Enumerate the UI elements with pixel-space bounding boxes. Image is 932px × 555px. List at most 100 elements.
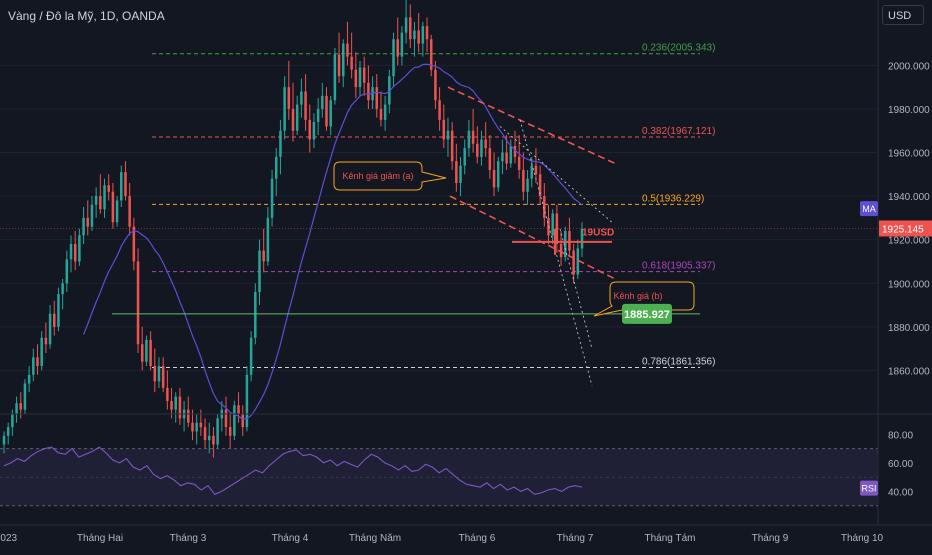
support-tag-label: 1885.927 — [624, 309, 670, 321]
candle-body — [455, 161, 458, 184]
candle-body — [325, 95, 328, 127]
candle-body — [358, 67, 362, 88]
candle-body — [187, 409, 190, 423]
candle-body — [375, 87, 379, 109]
candle-body — [115, 200, 119, 223]
candle-body — [157, 366, 161, 382]
candle-body — [367, 82, 370, 101]
candle-body — [509, 145, 513, 164]
candle-body — [212, 435, 215, 445]
currency-button[interactable]: USD — [882, 5, 924, 25]
time-tick-label: Tháng Hai — [77, 533, 123, 544]
price-tick-label: 1960.000 — [888, 149, 930, 160]
candle-body — [48, 313, 52, 345]
last-price-badge — [879, 220, 932, 237]
price-tick-label: 1940.000 — [888, 192, 930, 203]
candle-body — [300, 91, 303, 105]
candle-body — [124, 172, 127, 197]
candle-body — [568, 230, 571, 251]
candle-body — [396, 39, 399, 57]
price-tick-label: 1920.000 — [888, 236, 930, 247]
candle-body — [467, 130, 471, 149]
candle-body — [136, 261, 140, 345]
symbol-title: Vàng / Đô la Mỹ, 1D, OANDA — [8, 9, 165, 23]
channel-a-upper — [447, 86, 616, 165]
candle-body — [530, 165, 533, 179]
time-tick-label: Tháng 6 — [459, 533, 496, 544]
candle-body — [241, 414, 244, 428]
rsi-badge — [860, 480, 878, 496]
candle-body — [576, 248, 580, 275]
candle-body — [86, 217, 90, 227]
candle-body — [149, 339, 152, 367]
candle-body — [484, 139, 487, 149]
candle-body — [421, 26, 425, 44]
rsi-tick-label: 40.00 — [888, 487, 913, 498]
candle-body — [40, 337, 43, 367]
candle-body — [538, 174, 542, 197]
candle-body — [233, 405, 236, 436]
candle-body — [392, 39, 395, 77]
rsi-tick-label: 60.00 — [888, 459, 913, 470]
target-label: 19USD — [582, 227, 614, 238]
candle-body — [44, 337, 48, 345]
channel-a-lower — [449, 195, 616, 280]
candle-body — [61, 283, 64, 295]
candle-body — [388, 76, 391, 105]
rsi-badge-label: RSI — [861, 484, 876, 494]
candle-body — [379, 108, 383, 120]
candle-body — [316, 108, 320, 123]
candle-body — [207, 435, 211, 441]
candle-body — [555, 213, 559, 245]
candle-body — [132, 226, 136, 262]
candle-body — [572, 250, 575, 275]
candle-body — [270, 178, 274, 218]
candle-body — [450, 130, 454, 162]
rsi-tick-label: 80.00 — [888, 430, 913, 441]
candle-body — [245, 374, 249, 428]
ma-badge — [860, 201, 878, 217]
candle-body — [224, 409, 228, 428]
candle-body — [178, 396, 182, 419]
candle-body — [23, 383, 27, 410]
candle-body — [446, 130, 450, 140]
candle-body — [287, 87, 291, 109]
support-tag — [622, 303, 672, 324]
price-tick-label: 1900.000 — [888, 279, 930, 290]
price-tick-label: 1880.000 — [888, 323, 930, 334]
candle-body — [195, 422, 198, 432]
candle-body — [496, 161, 500, 188]
candle-body — [15, 403, 18, 414]
candle-body — [166, 387, 169, 401]
candle-body — [321, 95, 324, 109]
candle-body — [57, 294, 60, 327]
candle-body — [11, 414, 14, 428]
candle-body — [82, 217, 85, 236]
candle-body — [354, 69, 358, 88]
candle-body — [400, 32, 404, 57]
candle-body — [237, 405, 240, 414]
price-tick-label: 1980.000 — [888, 105, 930, 116]
candle-body — [94, 196, 98, 205]
candle-body — [488, 148, 492, 170]
time-tick-label: Tháng 4 — [272, 533, 309, 544]
price-tick-label: 1860.000 — [888, 366, 930, 377]
ma-line — [83, 63, 583, 420]
candle-body — [203, 427, 207, 441]
candle-body — [513, 145, 517, 157]
candle-body — [2, 435, 6, 445]
time-tick-label: Tháng 7 — [557, 533, 594, 544]
candle-body — [404, 17, 408, 33]
channel-b-line — [519, 119, 593, 386]
candle-body — [547, 217, 550, 236]
candle-body — [73, 244, 77, 262]
candle-body — [438, 100, 441, 120]
candle-body — [279, 130, 282, 157]
candle-body — [543, 196, 546, 218]
candle-body — [111, 191, 115, 223]
price-tick-label: 2000.000 — [888, 61, 930, 72]
candle-body — [266, 217, 270, 262]
candle-body — [551, 213, 554, 236]
